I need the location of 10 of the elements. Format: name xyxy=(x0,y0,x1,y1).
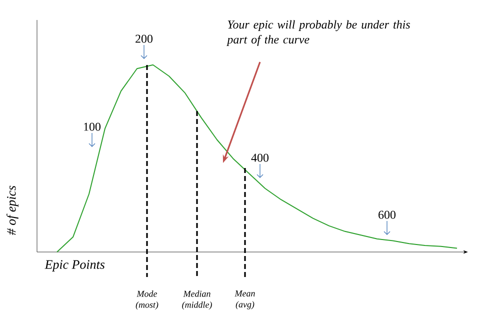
text: Your epic will probably be under this part of the curve xyxy=(226,20,410,46)
annotation: 600 xyxy=(378,210,396,219)
annotation: 400 xyxy=(251,154,269,162)
y-axis-title: # of epics xyxy=(6,186,18,235)
annotation: 100 xyxy=(84,122,101,131)
text: Median (middle) xyxy=(182,290,212,310)
text: Mode (most) xyxy=(136,290,158,310)
text: 200 xyxy=(136,34,153,43)
text: Mean (avg) xyxy=(234,290,255,310)
x-axis-title: Epic Points xyxy=(44,260,105,272)
